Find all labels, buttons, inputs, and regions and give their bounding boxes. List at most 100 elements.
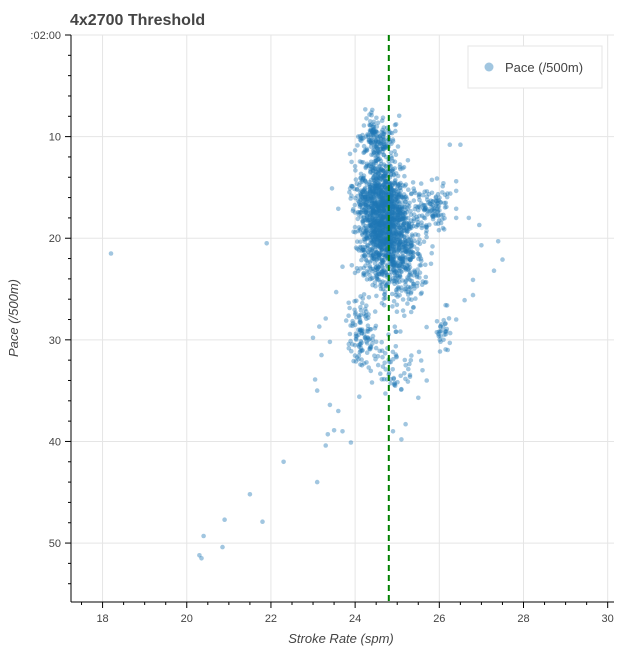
data-point-1278 [373, 171, 378, 177]
data-point-1192 [383, 247, 388, 253]
data-point-1985 [383, 145, 389, 150]
data-point-745 [362, 252, 367, 258]
data-point-1419 [402, 173, 407, 179]
data-point-778 [396, 255, 402, 261]
data-point-815 [398, 231, 403, 236]
data-point-132 [360, 218, 366, 224]
data-point-2195 [440, 190, 445, 195]
data-point-75 [361, 247, 366, 253]
data-point-2266 [407, 374, 413, 380]
data-point-1433 [376, 175, 382, 181]
data-point-752 [406, 204, 412, 209]
data-point-1942 [379, 129, 384, 135]
data-point-29 [369, 380, 375, 385]
x-tick-label-4: 26 [433, 613, 445, 625]
data-point-555 [379, 195, 385, 200]
data-point-788 [391, 240, 397, 246]
data-point-1445 [381, 191, 387, 196]
legend[interactable]: Pace (/500m) [467, 45, 603, 89]
data-point-2274 [392, 380, 398, 386]
data-point-575 [391, 263, 397, 268]
data-point-2171 [436, 218, 442, 223]
data-point-1817 [372, 280, 378, 285]
data-point-965 [385, 210, 391, 215]
data-point-1947 [373, 128, 379, 134]
data-point-683 [373, 234, 378, 240]
data-point-146 [391, 233, 397, 238]
data-point-1030 [393, 182, 398, 187]
data-point-801 [383, 295, 388, 301]
data-point-1927 [359, 357, 364, 362]
data-point-1373 [367, 213, 373, 218]
data-point-1206 [362, 194, 368, 200]
data-point-1618 [415, 251, 421, 256]
data-point-739 [374, 209, 380, 215]
data-point-2208 [424, 189, 430, 194]
data-point-2146 [432, 208, 437, 214]
data-point-82 [398, 188, 404, 193]
data-point-2082 [393, 128, 398, 134]
data-point-1931 [366, 365, 372, 370]
data-point-1759 [406, 262, 412, 267]
data-point-354 [372, 185, 377, 191]
data-point-799 [368, 219, 374, 225]
data-point-1850 [351, 358, 356, 364]
data-point-962 [391, 210, 397, 216]
data-point-772 [401, 164, 407, 170]
data-point-322 [362, 197, 368, 202]
data-point-296 [379, 269, 384, 274]
data-point-1029 [361, 273, 366, 278]
data-point-151 [392, 238, 398, 243]
data-point-1334 [391, 172, 397, 178]
data-point-485 [382, 220, 387, 226]
data-point-48 [336, 206, 341, 212]
data-point-1868 [352, 322, 358, 328]
data-point-1404 [378, 196, 384, 202]
data-point-1303 [370, 207, 376, 213]
data-point-497 [367, 223, 373, 228]
data-point-491 [381, 203, 386, 209]
data-point-986 [383, 180, 388, 185]
data-point-1108 [386, 199, 391, 205]
data-point-434 [379, 270, 385, 276]
data-point-2115 [431, 208, 437, 213]
data-point-95 [378, 232, 384, 238]
data-point-1696 [392, 241, 398, 247]
data-point-1632 [411, 254, 416, 260]
data-point-1317 [378, 229, 383, 235]
data-point-543 [379, 282, 385, 288]
data-point-1821 [417, 270, 423, 276]
data-point-1936 [374, 115, 379, 121]
data-point-1301 [376, 206, 382, 211]
data-point-891 [386, 241, 392, 247]
data-point-2226 [390, 367, 396, 372]
data-point-1879 [357, 349, 363, 355]
data-point-141 [396, 182, 401, 187]
data-point-464 [372, 208, 377, 214]
data-point-79 [376, 220, 381, 226]
data-point-2250 [394, 354, 399, 359]
data-point-722 [403, 247, 408, 253]
data-point-1403 [390, 198, 395, 204]
data-point-1526 [373, 189, 378, 195]
data-point-2291 [444, 329, 449, 334]
data-point-744 [376, 255, 381, 261]
data-point-822 [381, 242, 387, 247]
data-point-1784 [424, 228, 429, 233]
data-point-1387 [360, 191, 366, 197]
data-point-1882 [364, 309, 369, 314]
data-point-1093 [382, 200, 388, 206]
data-point-1798 [397, 240, 403, 246]
data-point-215 [377, 204, 383, 209]
data-point-347 [382, 254, 388, 260]
data-point-1622 [391, 231, 396, 237]
data-point-1188 [380, 230, 385, 235]
data-point-1789 [409, 249, 415, 255]
data-point-588 [398, 226, 404, 231]
data-point-200 [372, 166, 378, 172]
data-point-829 [367, 263, 373, 269]
data-point-685 [381, 182, 387, 187]
data-point-1088 [373, 189, 379, 195]
data-point-1231 [355, 239, 360, 244]
data-point-498 [369, 210, 374, 215]
